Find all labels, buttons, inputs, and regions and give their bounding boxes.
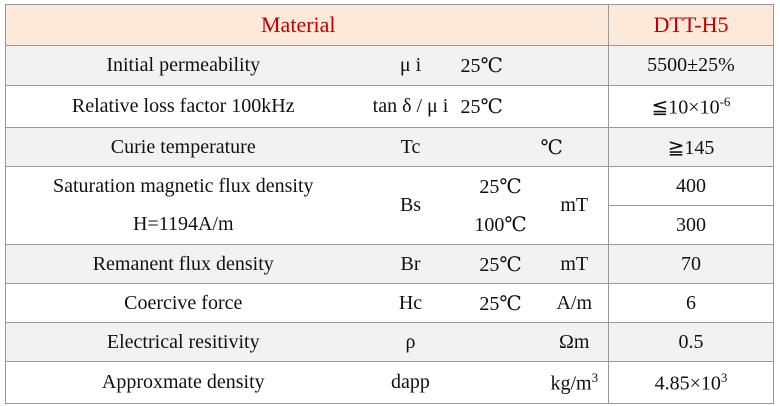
property: Approxmate density: [5, 361, 361, 404]
unit: mT: [540, 166, 609, 245]
symbol: Hc: [360, 283, 461, 323]
row: Coercive force Hc 25℃ A/m 6: [5, 283, 774, 323]
symbol: dapp: [360, 361, 461, 404]
unit-exponent: 3: [591, 369, 599, 385]
unit: ℃: [540, 127, 609, 167]
property: Initial permeability: [5, 45, 361, 86]
unit: Ωm: [540, 322, 609, 362]
condition: 25℃: [460, 244, 541, 284]
property: Remanent flux density: [5, 244, 361, 284]
property: Relative loss factor 100kHz: [5, 85, 361, 128]
spec-table: Material DTT-H5 Initial permeability μ i…: [5, 4, 774, 404]
value: 0.5: [608, 322, 774, 362]
symbol: μ i: [360, 45, 461, 86]
condition: 100℃: [460, 205, 541, 245]
property: Electrical resitivity: [5, 322, 361, 362]
value: 5500±25%: [608, 45, 774, 86]
header-row: Material DTT-H5: [5, 4, 774, 46]
row: Remanent flux density Br 25℃ mT 70: [5, 244, 774, 284]
value-base: ≦10×10: [651, 96, 720, 119]
condition: 25℃: [460, 166, 541, 206]
value-exponent: 3: [720, 369, 728, 385]
condition: 25℃: [460, 283, 541, 323]
unit: mT: [540, 244, 609, 284]
value: 6: [608, 283, 774, 323]
symbol: tan δ / μ i: [360, 85, 461, 128]
unit-base: kg/m: [550, 372, 592, 395]
value: 400: [608, 166, 774, 206]
condition: 25℃: [460, 85, 541, 128]
property: Curie temperature: [5, 127, 361, 167]
material-header: Material: [5, 4, 609, 46]
symbol: Bs: [360, 166, 461, 245]
symbol: Br: [360, 244, 461, 284]
condition: 25℃: [460, 45, 541, 86]
symbol: ρ: [360, 322, 461, 362]
value: 70: [608, 244, 774, 284]
value: 4.85×103: [608, 361, 774, 404]
value-exponent: -6: [719, 93, 731, 109]
unit: kg/m3: [540, 361, 609, 404]
property: H=1194A/m: [5, 205, 361, 245]
row: Relative loss factor 100kHz tan δ / μ i …: [5, 85, 774, 128]
unit: A/m: [540, 283, 609, 323]
row: Electrical resitivity ρ Ωm 0.5: [5, 322, 774, 362]
value-base: 4.85×10: [654, 372, 721, 395]
row: Initial permeability μ i 25℃ 5500±25%: [5, 45, 774, 86]
row: Curie temperature Tc ℃ ≧145: [5, 127, 774, 167]
row: Approxmate density dapp kg/m3 4.85×103: [5, 361, 774, 404]
value: 300: [608, 205, 774, 245]
symbol: Tc: [360, 127, 461, 167]
property: Coercive force: [5, 283, 361, 323]
value: ≧145: [608, 127, 774, 167]
row: Saturation magnetic flux density Bs 25℃ …: [5, 166, 774, 245]
value: ≦10×10-6: [608, 85, 774, 128]
grade-header: DTT-H5: [608, 4, 774, 46]
property: Saturation magnetic flux density: [5, 166, 361, 206]
